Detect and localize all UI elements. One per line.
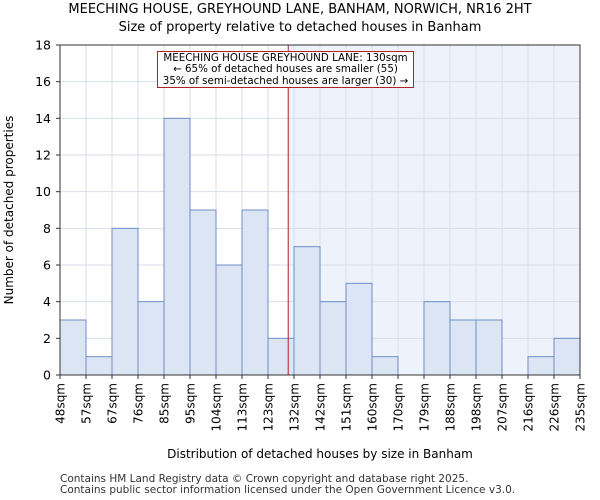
y-tick-label: 18	[35, 38, 51, 53]
bar-123sqm	[267, 337, 295, 376]
bar-76sqm	[137, 301, 165, 376]
bar-151sqm	[345, 282, 373, 376]
y-tick-label: 14	[35, 111, 51, 126]
x-tick-label: 95sqm	[184, 383, 198, 424]
x-tick-label: 48sqm	[54, 383, 68, 424]
y-tick-label: 10	[35, 184, 51, 199]
x-tick-label: 198sqm	[470, 383, 484, 431]
chart-subtitle: Size of property relative to detached ho…	[118, 20, 482, 35]
x-tick-label: 85sqm	[158, 383, 172, 424]
x-tick-label: 67sqm	[106, 383, 120, 424]
bar-216sqm	[527, 356, 555, 376]
x-tick-label: 160sqm	[366, 383, 380, 431]
y-tick-label: 4	[43, 294, 51, 309]
x-axis-label: Distribution of detached houses by size …	[167, 447, 473, 461]
chart-title: MEECHING HOUSE, GREYHOUND LANE, BANHAM, …	[68, 2, 532, 17]
footer-line-2: Contains public sector information licen…	[60, 484, 516, 496]
annotation-line-1: MEECHING HOUSE GREYHOUND LANE: 130sqm	[163, 52, 408, 64]
plot-frame	[59, 44, 581, 376]
bar-57sqm	[85, 356, 113, 376]
bar-48sqm	[59, 319, 87, 376]
y-tick-label: 0	[43, 368, 51, 383]
x-tick-label: 142sqm	[314, 383, 328, 431]
x-tick-label: 235sqm	[574, 383, 588, 431]
bar-226sqm	[553, 337, 581, 376]
y-tick-label: 6	[43, 258, 51, 273]
bar-198sqm	[475, 319, 503, 376]
bar-104sqm	[215, 264, 243, 376]
y-axis-label: Number of detached properties	[2, 116, 16, 305]
y-tick-label: 12	[35, 148, 51, 163]
x-tick-label: 188sqm	[444, 383, 458, 431]
annotation-line-2: ← 65% of detached houses are smaller (55…	[173, 63, 398, 76]
y-tick-label: 8	[43, 221, 51, 236]
bar-67sqm	[111, 227, 139, 376]
x-tick-label: 226sqm	[548, 383, 562, 431]
x-tick-label: 113sqm	[236, 383, 250, 431]
footer-line-1: Contains HM Land Registry data © Crown c…	[60, 473, 469, 485]
x-tick-label: 104sqm	[210, 383, 224, 431]
bar-85sqm	[163, 117, 191, 376]
bar-179sqm	[423, 301, 451, 376]
x-tick-label: 76sqm	[132, 383, 146, 424]
bar-188sqm	[449, 319, 477, 376]
x-tick-label: 123sqm	[262, 383, 276, 431]
bar-160sqm	[371, 356, 399, 376]
y-axis: 0 2 4 6 8 10 12 14 16 18	[35, 38, 60, 383]
bar-95sqm	[189, 209, 217, 376]
x-tick-label: 170sqm	[392, 383, 406, 431]
x-axis: 48sqm 57sqm 67sqm 76sqm 85sqm 95sqm 104sqm 113s…	[54, 375, 588, 431]
y-tick-label: 16	[35, 74, 51, 89]
y-tick-label: 2	[43, 331, 51, 346]
annotation-box: MEECHING HOUSE GREYHOUND LANE: 130sqm ← …	[157, 51, 414, 88]
x-tick-label: 179sqm	[418, 383, 432, 431]
x-tick-label: 151sqm	[340, 383, 354, 431]
bar-142sqm	[319, 301, 347, 376]
annotation-line-3: 35% of semi-detached houses are larger (…	[162, 74, 409, 87]
bars	[59, 117, 581, 376]
bar-132sqm	[293, 246, 321, 376]
bar-113sqm	[241, 209, 269, 376]
x-tick-label: 57sqm	[80, 383, 94, 424]
x-tick-label: 216sqm	[522, 383, 536, 431]
x-tick-label: 132sqm	[288, 383, 302, 431]
x-tick-label: 207sqm	[496, 383, 510, 431]
